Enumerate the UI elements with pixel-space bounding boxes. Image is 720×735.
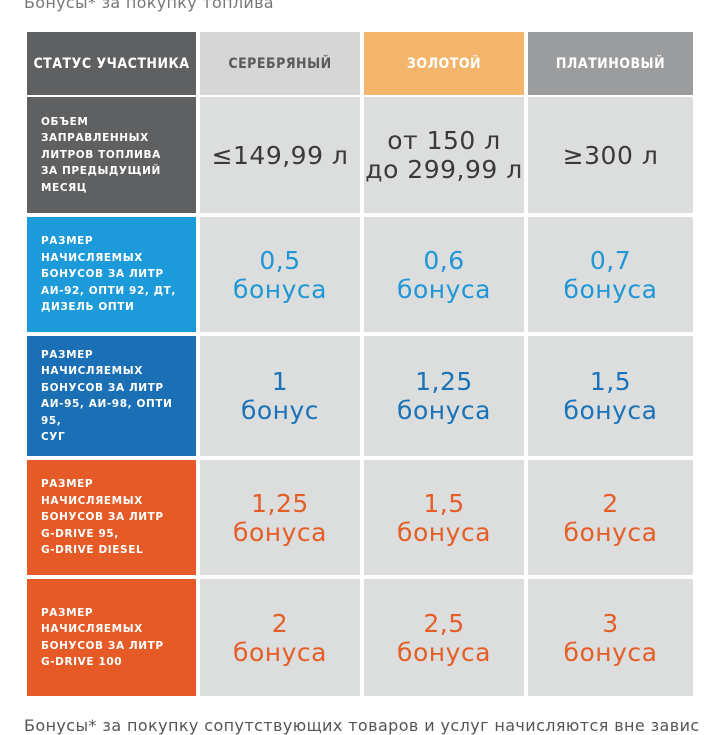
value-ai95-platinum: 1,5 бонуса	[528, 336, 693, 456]
value-gdrive95-platinum: 2 бонуса	[528, 460, 693, 575]
value-text: 0,6 бонуса	[397, 245, 491, 304]
value-ai92-silver: 0,5 бонуса	[200, 217, 360, 332]
value-text: 1,25 бонуса	[397, 367, 491, 425]
value-ai95-gold: 1,25 бонуса	[364, 336, 524, 456]
value-text: 2,5 бонуса	[397, 608, 491, 667]
value-text: 0,5 бонуса	[233, 245, 327, 304]
top-caption: Бонусы* за покупку топлива	[24, 0, 274, 12]
value-gdrive100-platinum: 3 бонуса	[528, 579, 693, 696]
value-text: 0,7 бонуса	[563, 245, 658, 304]
value-text: 1,25 бонуса	[233, 488, 327, 547]
value-ai95-silver: 1 бонус	[200, 336, 360, 456]
header-gold: ЗОЛОТОЙ	[364, 32, 524, 95]
value-ai92-platinum: 0,7 бонуса	[528, 217, 693, 332]
value-gdrive100-silver: 2 бонуса	[200, 579, 360, 696]
value-gdrive95-gold: 1,5 бонуса	[364, 460, 524, 575]
value-text: 3 бонуса	[563, 608, 658, 667]
header-status-label: СТАТУС УЧАСТНИКА	[27, 32, 196, 95]
value-ai92-gold: 0,6 бонуса	[364, 217, 524, 332]
header-platinum: ПЛАТИНОВЫЙ	[528, 32, 693, 95]
row-label-ai95: РАЗМЕР НАЧИСЛЯЕМЫХ БОНУСОВ ЗА ЛИТР АИ-95…	[27, 336, 196, 456]
value-volume-silver: ≤149,99 л	[200, 97, 360, 213]
row-label-ai92: РАЗМЕР НАЧИСЛЯЕМЫХ БОНУСОВ ЗА ЛИТР АИ-92…	[27, 217, 196, 332]
value-text: 2 бонуса	[233, 608, 327, 667]
value-text: 1,5 бонуса	[397, 488, 491, 547]
row-label-volume: ОБЪЕМ ЗАПРАВЛЕННЫХ ЛИТРОВ ТОПЛИВА ЗА ПРЕ…	[27, 97, 196, 213]
value-volume-platinum: ≥300 л	[528, 97, 693, 213]
value-text: 1,5 бонуса	[563, 367, 658, 425]
value-text: ≥300 л	[562, 140, 659, 170]
value-text: от 150 л до 299,99 л	[365, 126, 523, 184]
row-label-gdrive95: РАЗМЕР НАЧИСЛЯЕМЫХ БОНУСОВ ЗА ЛИТР G-DRI…	[27, 460, 196, 575]
header-silver: СЕРЕБРЯНЫЙ	[200, 32, 360, 95]
value-text: ≤149,99 л	[211, 140, 349, 170]
value-gdrive100-gold: 2,5 бонуса	[364, 579, 524, 696]
row-label-gdrive100: РАЗМЕР НАЧИСЛЯЕМЫХ БОНУСОВ ЗА ЛИТР G-DRI…	[27, 579, 196, 696]
value-text: 2 бонуса	[563, 488, 658, 547]
value-gdrive95-silver: 1,25 бонуса	[200, 460, 360, 575]
value-text: 1 бонус	[240, 367, 320, 425]
bottom-caption: Бонусы* за покупку сопутствующих товаров…	[24, 716, 700, 735]
value-volume-gold: от 150 л до 299,99 л	[364, 97, 524, 213]
